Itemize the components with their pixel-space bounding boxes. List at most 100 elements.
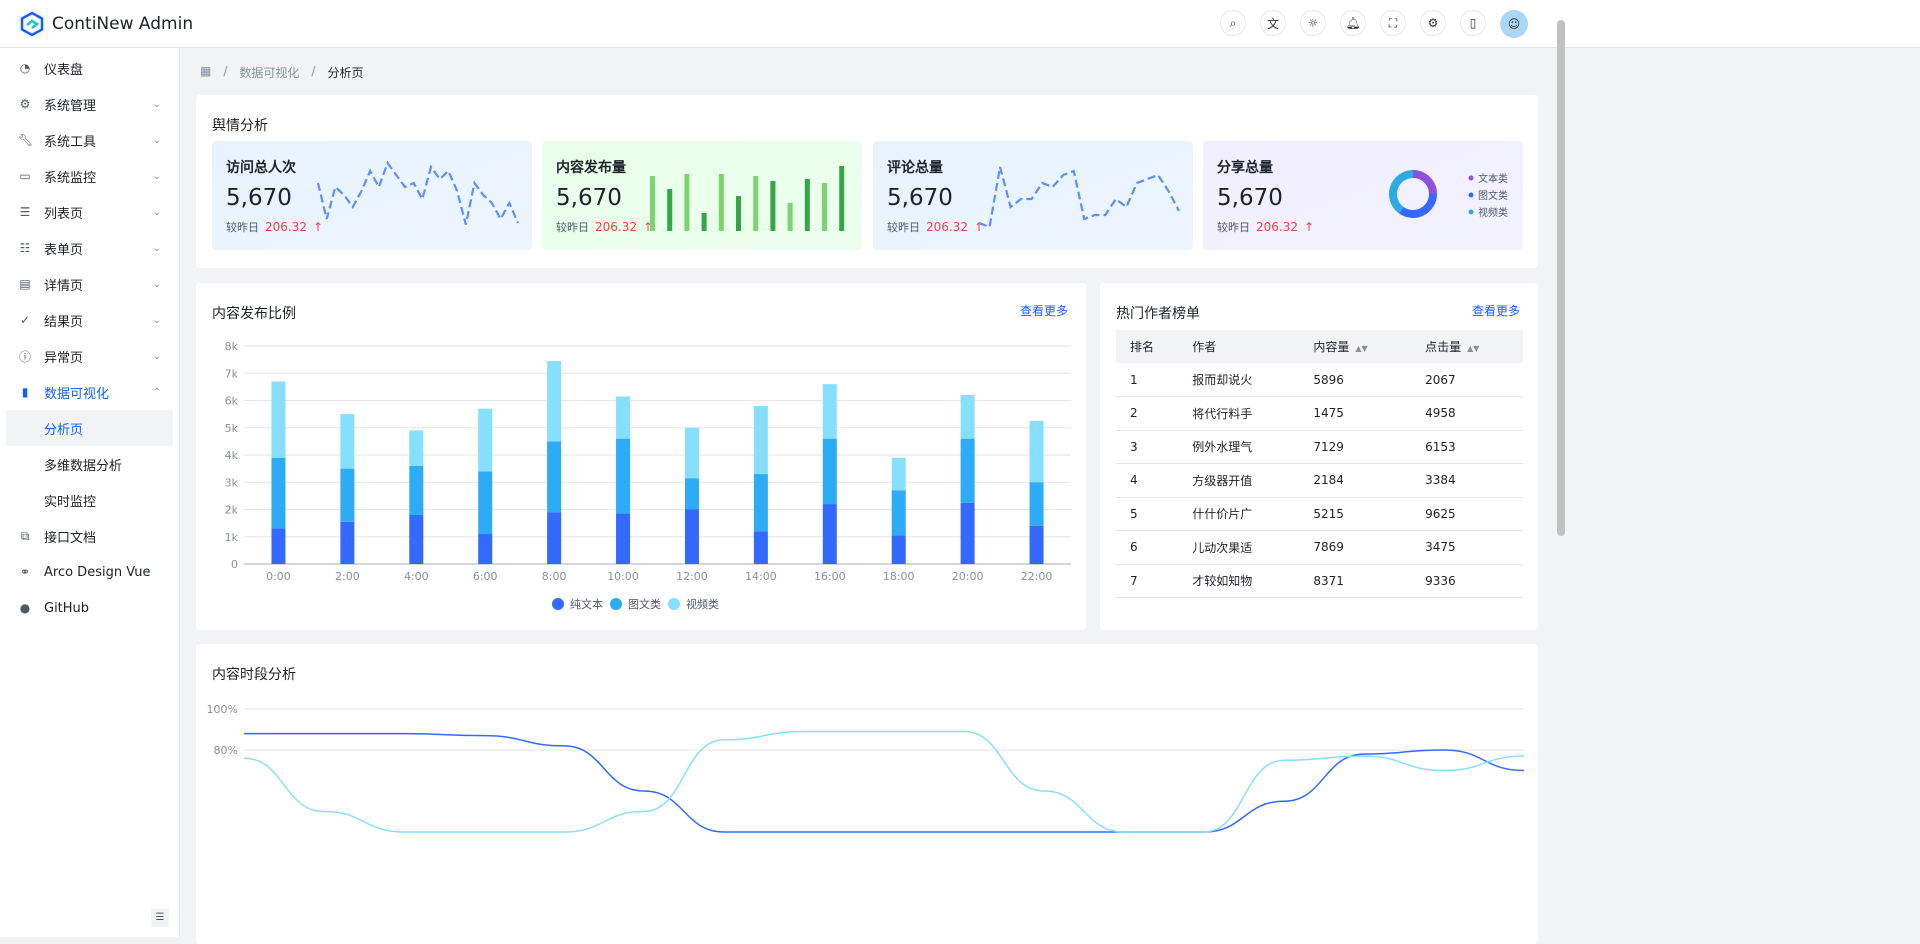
breadcrumb-current: 分析页 — [327, 66, 364, 80]
table-cell: 报而却说火 — [1178, 363, 1300, 397]
table-cell: 将代行料手 — [1178, 396, 1300, 431]
settings-icon[interactable]: ⚙ — [1420, 10, 1446, 36]
spark-bar — [822, 183, 827, 231]
bar-segment — [616, 438, 631, 514]
table-cell: 3 — [1116, 430, 1179, 464]
sidebar-item[interactable]: ☰ 列表页 ⌄ — [0, 194, 179, 230]
chevron-icon: ⌄ — [152, 206, 161, 218]
chevron-icon: ⌃ — [152, 386, 161, 398]
sidebar-item[interactable]: ✓ 结果页 ⌄ — [0, 302, 179, 338]
sidebar-subitem[interactable]: 多维数据分析 — [44, 458, 123, 474]
sidebar-item[interactable]: ▭ 系统监控 ⌄ — [0, 158, 179, 194]
bar-segment — [616, 513, 631, 564]
breadcrumb-item[interactable]: 数据可视化 — [239, 66, 300, 80]
view-more-link[interactable]: 查看更多 — [1019, 304, 1068, 318]
sidebar-item[interactable]: ● GitHub — [0, 590, 179, 626]
table-cell: 8371 — [1299, 564, 1412, 598]
delta-value: 206.32 — [595, 220, 637, 234]
stat-card: 内容发布量 5,670 较昨日 206.32 ↑ — [542, 141, 862, 250]
file-icon: ▤ — [19, 277, 31, 291]
bar-segment — [547, 441, 562, 513]
opinion-card: 舆情分析 访问总人次 5,670 较昨日 206.32 ↑ 内容发布量 5,670 较昨日 20… — [196, 95, 1538, 268]
bar-segment — [684, 478, 699, 510]
timeline-title: 内容时段分析 — [212, 667, 296, 683]
home-icon[interactable]: ▦ — [200, 64, 212, 78]
bar-segment — [547, 512, 562, 564]
column-header[interactable]: 点击量 ▲▼ — [1411, 330, 1523, 363]
bar-segment — [822, 504, 837, 564]
sidebar-item-label: Arco Design Vue — [44, 564, 151, 580]
table-row: 3 例外水理气 7129 6153 — [1116, 430, 1523, 464]
header: ContiNew Admin ⌕ 文 ☼ 🔔︎ ⛶ ⚙ ▯ ☺ — [0, 0, 1920, 48]
x-tick-label: 6:00 — [473, 570, 498, 583]
sidebar-subitem[interactable]: 分析页 — [6, 410, 173, 446]
bar-segment — [409, 465, 424, 515]
table-cell: 儿动次果适 — [1178, 530, 1300, 565]
sidebar-item[interactable]: 🔧︎ 系统工具 ⌄ — [0, 122, 179, 158]
legend-dot — [1468, 209, 1474, 215]
fullscreen-icon[interactable]: ⛶ — [1380, 10, 1406, 36]
bar-segment — [1029, 420, 1044, 483]
table-cell: 3475 — [1411, 530, 1523, 565]
theme-icon[interactable]: ☼ — [1300, 10, 1326, 36]
sidebar-item[interactable]: ▤ 详情页 ⌄ — [0, 266, 179, 302]
arrow-up-icon: ↑ — [313, 220, 324, 234]
avatar[interactable]: ☺ — [1500, 10, 1528, 38]
sidebar-item-label: 表单页 — [44, 242, 84, 258]
y-tick-label: 7k — [225, 367, 239, 380]
table-row: 7 才较如知物 8371 9336 — [1116, 564, 1523, 598]
arrow-up-icon: ↑ — [643, 220, 654, 234]
table-cell: 1 — [1116, 363, 1179, 397]
scrollbar[interactable] — [1557, 20, 1565, 536]
compare-label: 较昨日 — [556, 221, 589, 234]
sparkline — [978, 166, 1180, 229]
bar-segment — [960, 395, 975, 439]
delta-value: 206.32 — [926, 220, 968, 234]
x-tick-label: 4:00 — [404, 570, 429, 583]
sidebar-item[interactable]: ⓘ 异常页 ⌄ — [0, 338, 179, 374]
sidebar-item[interactable]: ◔ 仪表盘 — [0, 50, 179, 86]
legend-label: 视频类 — [1478, 206, 1508, 219]
sidebar-item-label: 仪表盘 — [44, 62, 84, 78]
bar-segment — [891, 490, 906, 536]
column-header[interactable]: 内容量 ▲▼ — [1299, 330, 1412, 363]
logo[interactable]: ContiNew Admin — [20, 11, 193, 37]
x-tick-label: 20:00 — [952, 570, 984, 583]
table-cell: 才较如知物 — [1178, 564, 1300, 598]
table-row: 6 儿动次果适 7869 3475 — [1116, 530, 1523, 565]
translate-icon[interactable]: 文 — [1260, 10, 1286, 36]
sidebar-item[interactable]: ▮ 数据可视化 ⌃ — [0, 374, 179, 410]
sidebar: ◔ 仪表盘 ⚙ 系统管理 ⌄ 🔧︎ 系统工具 ⌄ ▭ 系统监控 ⌄ ☰ 列表页 ⌄ ☷ 表单页 ⌄ ▤ 详情页 ⌄ ✓ 结… — [0, 48, 180, 937]
sidebar-item[interactable]: ⚙ 系统管理 ⌄ — [0, 86, 179, 122]
table-cell: 7869 — [1299, 530, 1412, 565]
search-icon[interactable]: ⌕ — [1220, 10, 1246, 36]
docs-icon[interactable]: ▯ — [1460, 10, 1486, 36]
view-more-link[interactable]: 查看更多 — [1471, 304, 1520, 318]
api-doc-icon: ⧉ — [20, 528, 30, 543]
donut-slice — [1398, 193, 1437, 218]
collapse-sidebar-button[interactable]: ☰ — [151, 909, 169, 927]
stat-value: 5,670 — [1217, 185, 1283, 211]
x-tick-label: 0:00 — [266, 570, 291, 583]
bar-segment — [822, 384, 837, 439]
bar-segment — [822, 438, 837, 505]
chart-icon: ▮ — [21, 385, 29, 399]
bar-segment — [960, 438, 975, 503]
sort-icon[interactable]: ▲▼ — [1467, 344, 1480, 353]
spark-bar — [667, 189, 673, 231]
sidebar-item-label: 数据可视化 — [44, 386, 110, 402]
compare-label: 较昨日 — [1217, 221, 1250, 234]
bell-icon[interactable]: 🔔︎ — [1340, 10, 1366, 36]
sidebar-subitem[interactable]: 实时监控 — [44, 494, 97, 510]
sidebar-item-label: 异常页 — [44, 350, 84, 366]
sort-icon[interactable]: ▲▼ — [1355, 344, 1368, 353]
sidebar-item[interactable]: ⚭ Arco Design Vue — [0, 554, 179, 590]
exclamation-icon: ⓘ — [18, 349, 31, 364]
arrow-up-icon: ↑ — [1304, 220, 1315, 234]
stat-chart — [650, 166, 845, 231]
logo-icon — [20, 11, 44, 36]
monitor-icon: ▭ — [19, 169, 31, 183]
sidebar-item[interactable]: ⧉ 接口文档 — [0, 518, 179, 554]
y-tick-label: 8k — [225, 340, 239, 353]
sidebar-item[interactable]: ☷ 表单页 ⌄ — [0, 230, 179, 266]
